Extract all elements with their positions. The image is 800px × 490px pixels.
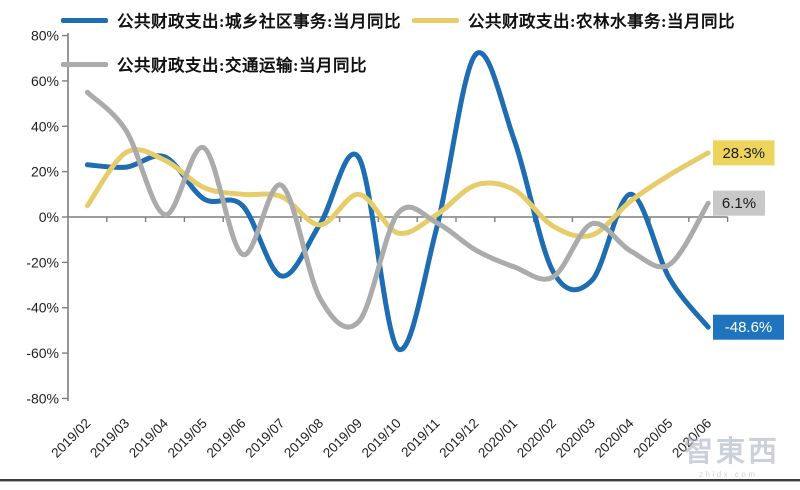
x-axis-label: 2019/06 [204, 416, 249, 461]
end-value-label-1: 28.3% [722, 145, 765, 162]
end-value-box-0 [713, 314, 784, 340]
legend-label-urban-rural-community: 公共财政支出:城乡社区事务:当月同比 [117, 12, 401, 31]
watermark-url: zhidx.com [699, 470, 758, 479]
end-value-label-0: -48.6% [725, 319, 773, 336]
legend-marker-blue-line [61, 17, 108, 23]
x-axis-label: 2019/04 [126, 415, 171, 460]
x-axis-label: 2019/03 [87, 416, 132, 461]
x-axis-label: 2020/05 [630, 416, 675, 461]
y-axis-tick-label: -20% [26, 254, 59, 270]
legend-item-agriculture-forestry-water: 公共财政支出:农林水事务:当月同比 [412, 8, 735, 32]
series-line-0 [84, 50, 711, 353]
legend-item-transportation: 公共财政支出:交通运输:当月同比 [61, 52, 367, 76]
end-value-box-2 [713, 190, 765, 216]
legend-item-urban-rural-community: 公共财政支出:城乡社区事务:当月同比 [61, 8, 401, 32]
series-line-2 [84, 89, 711, 330]
x-axis-label: 2019/09 [320, 416, 365, 461]
y-axis-tick-label: 40% [31, 118, 59, 134]
watermark-logo: 智東西 [684, 436, 781, 468]
x-axis-label: 2020/04 [592, 415, 637, 460]
end-value-label-2: 6.1% [722, 195, 756, 212]
x-axis-label: 2019/07 [242, 416, 287, 461]
x-axis-label: 2020/02 [514, 416, 559, 461]
x-axis-label: 2019/02 [48, 416, 93, 461]
x-axis-label: 2019/05 [165, 416, 210, 461]
x-axis-label: 2019/11 [398, 416, 442, 460]
x-axis-label: 2019/08 [281, 416, 326, 461]
x-axis-label: 2020/01 [475, 416, 520, 461]
x-axis-label: 2019/10 [359, 416, 404, 461]
y-axis-tick-label: -80% [26, 390, 59, 406]
y-axis-tick-label: 0% [39, 209, 59, 225]
end-value-box-1 [713, 140, 775, 166]
legend-label-transportation: 公共财政支出:交通运输:当月同比 [117, 56, 367, 75]
x-axis-label: 2019/12 [436, 416, 481, 461]
legend-marker-gray-line [61, 61, 108, 67]
y-axis-tick-label: 80% [31, 28, 59, 44]
y-axis-tick-label: 20% [31, 164, 59, 180]
bottom-divider-line [0, 479, 800, 482]
y-axis-tick-label: 60% [31, 73, 59, 89]
y-axis-tick-label: -40% [26, 300, 59, 316]
legend-marker-yellow-line [412, 17, 459, 23]
x-axis-label: 2020/03 [553, 416, 598, 461]
legend-label-agriculture-forestry-water: 公共财政支出:农林水事务:当月同比 [468, 12, 735, 31]
y-axis-tick-label: -60% [26, 345, 59, 361]
